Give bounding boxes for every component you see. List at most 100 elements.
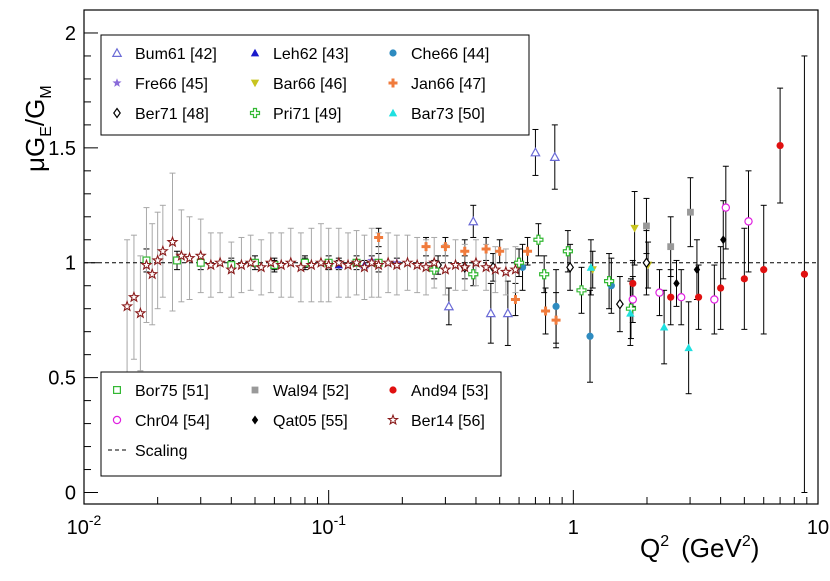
data-point-pri71-2: [513, 257, 525, 268]
data-point-wal94-1: [667, 243, 675, 251]
legend-marker-ber14: [386, 413, 400, 426]
data-point-jan66-3: [460, 246, 470, 256]
data-point-ber14-4: [146, 267, 159, 280]
legend-marker-pri71: [249, 107, 261, 119]
data-point-ber14-28: [365, 256, 378, 268]
data-point-jan66-2: [440, 242, 450, 252]
data-point-ber14-41: [489, 263, 502, 275]
data-point-pri71-4: [539, 269, 550, 280]
data-point-ber14-12: [214, 256, 227, 268]
data-point-ber14-15: [244, 256, 257, 268]
legend-marker-fre66: [112, 78, 122, 87]
data-point-jan66-1: [421, 242, 431, 252]
data-point-and94-4: [740, 275, 748, 283]
legend-label-wal94: Wal94 [52]: [273, 383, 349, 400]
data-point-bum61-2: [485, 307, 497, 318]
legend-label-scaling: Scaling: [135, 443, 187, 460]
data-point-chr04-2: [677, 293, 686, 302]
legend-label-pri71: Pri71 [49]: [273, 106, 341, 123]
data-point-ber14-35: [428, 256, 441, 268]
data-point-jan66-6: [510, 295, 520, 305]
data-point-ber14-6: [156, 244, 169, 257]
legend-bottom-box: [100, 371, 502, 477]
data-point-jan66-4: [481, 244, 491, 254]
y-axis-title: μGE/GM: [20, 85, 55, 172]
x-tick-label-2: 1: [568, 517, 579, 539]
data-point-and94-1: [667, 293, 675, 301]
y-title-g: G: [20, 137, 50, 157]
data-point-and94-5: [760, 266, 768, 274]
legend-marker-qat05: [251, 415, 259, 425]
x-title-unit-sup: 2: [742, 533, 751, 550]
legend-label-ber71: Ber71 [48]: [135, 106, 209, 123]
legend-marker-leh62: [250, 48, 260, 57]
data-point-qat05-1: [693, 265, 701, 275]
data-point-bar73-3: [684, 343, 693, 352]
y-tick-label-2: 1: [65, 253, 76, 275]
legend-marker-jan66: [388, 78, 398, 88]
legend-label-bar66: Bar66 [46]: [273, 76, 347, 93]
legend-label-chr04: Chr04 [54]: [135, 413, 210, 430]
x-tick-label-base-1: 10: [311, 517, 333, 539]
legend-marker-ber71: [113, 107, 121, 119]
data-point-ber14-1: [127, 290, 141, 303]
data-point-and94-0: [629, 279, 637, 288]
data-point-ber71-4: [615, 298, 624, 310]
y-tick-label-1: 0.5: [48, 368, 76, 390]
x-tick-label-exp-1: -1: [334, 512, 347, 528]
data-point-che66-2: [586, 332, 594, 340]
data-point-bum61-3: [502, 307, 514, 318]
data-point-ber14-17: [264, 256, 277, 268]
data-point-bum61-1: [468, 215, 479, 226]
data-point-and94-2: [694, 293, 703, 301]
legend-label-leh62: Leh62 [43]: [273, 46, 349, 63]
data-point-jan66-5: [495, 246, 505, 256]
legend-marker-bum61: [111, 47, 123, 57]
y-title-sub-e: E: [38, 126, 55, 137]
legend-label-fre66: Fre66 [45]: [135, 76, 208, 93]
data-point-ber14-29: [372, 258, 385, 271]
legend-marker-bor75: [112, 386, 121, 395]
data-point-bum61-5: [549, 151, 561, 162]
data-point-ber14-31: [390, 258, 403, 271]
data-point-ber14-23: [322, 258, 335, 271]
data-point-pri71-6: [576, 285, 587, 296]
data-point-qat05-2: [720, 235, 727, 245]
data-point-ber14-10: [194, 249, 207, 262]
data-point-ber14-40: [480, 260, 493, 273]
data-point-bar66-1: [630, 224, 639, 233]
data-point-ber14-21: [305, 258, 318, 271]
legend-label-bar73: Bar73 [50]: [411, 106, 485, 123]
data-point-wal94-0: [643, 222, 650, 230]
data-point-ber14-32: [401, 256, 414, 268]
legend-label-and94: And94 [53]: [411, 383, 488, 400]
plot-frame: [83, 9, 819, 505]
data-point-ber14-26: [350, 256, 363, 268]
data-point-ber14-43: [509, 263, 522, 275]
y-title-mu: μ: [20, 157, 50, 172]
data-point-ber14-14: [235, 258, 248, 271]
legend-marker-wal94: [251, 386, 259, 394]
x-title-q: Q: [640, 533, 660, 563]
data-point-bum61-4: [530, 147, 541, 157]
data-point-bar73-1: [626, 309, 635, 317]
x-tick-label-exp-0: -2: [89, 512, 102, 528]
x-tick-label-1: 10-1: [311, 512, 346, 539]
data-point-pri71-7: [603, 276, 615, 287]
y-title-slash-g: /G: [20, 99, 50, 126]
data-point-wal94-2: [687, 208, 694, 216]
data-point-ber14-38: [458, 260, 471, 273]
legend-label-jan66: Jan66 [47]: [411, 76, 486, 93]
data-point-pri71-0: [429, 264, 440, 275]
data-point-bor75-6: [300, 258, 309, 267]
data-point-jan66-9: [551, 315, 561, 325]
data-point-jan66-7: [523, 246, 533, 256]
data-point-and94-7: [800, 270, 809, 278]
data-point-bar73-0: [586, 263, 596, 271]
data-point-ber14-13: [225, 263, 238, 275]
data-point-bar73-2: [659, 322, 669, 331]
data-point-jan66-8: [541, 306, 551, 316]
data-point-jan66-0: [374, 232, 384, 242]
